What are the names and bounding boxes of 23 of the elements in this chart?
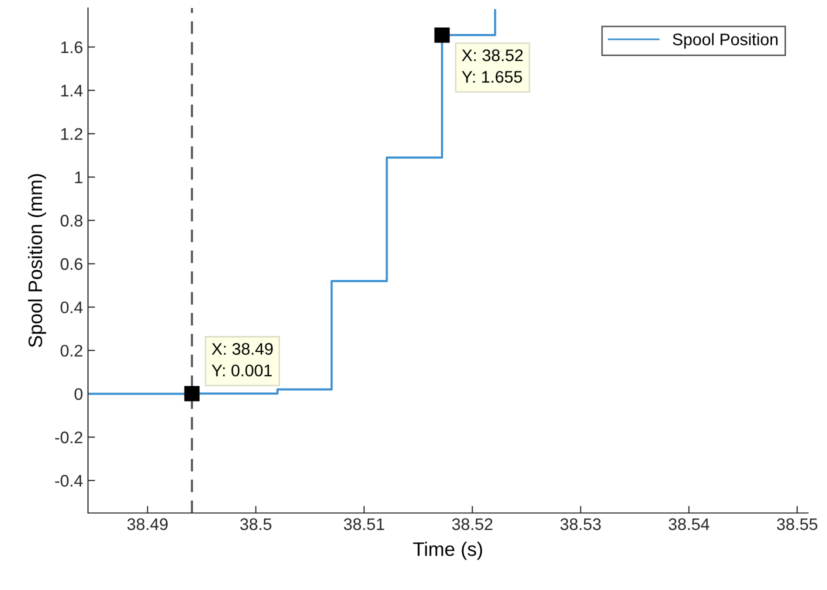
y-tick-label: 1.4 — [61, 84, 83, 96]
y-tick-label: -0.2 — [55, 432, 82, 444]
y-tick-label: 0.4 — [60, 302, 83, 314]
y-tick-label: 1 — [75, 172, 82, 184]
x-tick-label: 38.53 — [560, 518, 601, 530]
x-tick-label: 38.54 — [668, 518, 710, 530]
y-tick-label: 0 — [74, 388, 82, 400]
x-tick-label: 38.5 — [240, 518, 272, 530]
y-axis-title: Spool Position (mm) — [28, 174, 46, 348]
y-tick-label: 0.6 — [60, 258, 82, 270]
x-tick-label: 38.55 — [776, 518, 818, 530]
y-tick-label: 0.2 — [60, 344, 82, 357]
x-tick-label: 38.51 — [344, 518, 384, 530]
y-tick-label: -0.4 — [55, 474, 83, 487]
annotation: X: 38.49 Y: 0.001 — [212, 343, 273, 376]
annotation: X: 38.52 Y: 1.655 — [462, 49, 523, 83]
x-tick-label: 38.52 — [452, 518, 492, 530]
legend-label: Spool Position — [672, 33, 778, 49]
x-tick-label: 38.49 — [127, 518, 168, 530]
y-tick-label: 0.8 — [60, 214, 82, 227]
y-tick-label: 1.2 — [61, 128, 82, 140]
x-axis-title: Time (s) — [413, 542, 482, 560]
y-tick-label: 1.6 — [61, 41, 82, 54]
